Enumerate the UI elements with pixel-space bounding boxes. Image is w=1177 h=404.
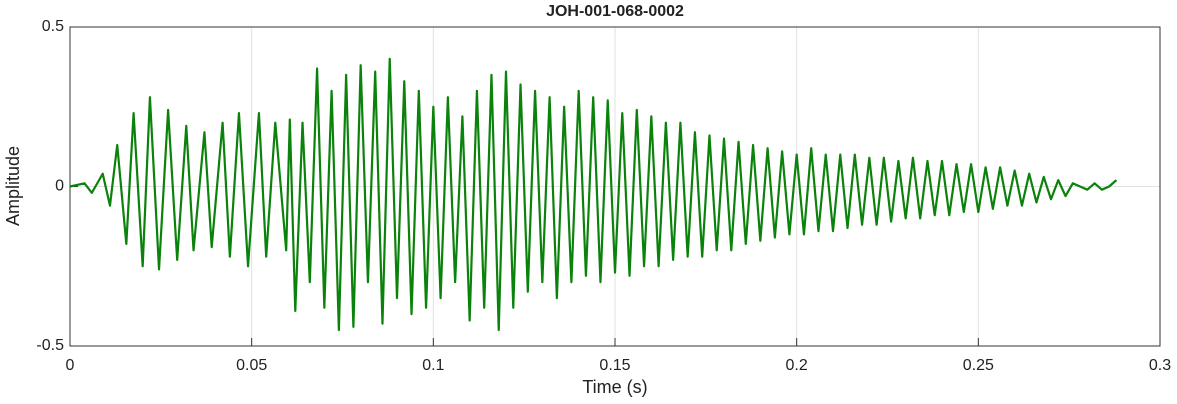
x-axis-label: Time (s) bbox=[582, 377, 647, 397]
x-tick-label: 0 bbox=[66, 357, 75, 374]
x-tick-label: 0.3 bbox=[1149, 357, 1171, 374]
x-tick-label: 0.25 bbox=[963, 357, 994, 374]
chart-title: JOH-001-068-0002 bbox=[546, 3, 684, 20]
x-tick-label: 0.05 bbox=[236, 357, 267, 374]
x-tick-label: 0.15 bbox=[599, 357, 630, 374]
y-axis-label: Amplitude bbox=[3, 146, 23, 226]
y-tick-label: -0.5 bbox=[36, 337, 64, 354]
y-tick-label: 0.5 bbox=[42, 18, 64, 35]
waveform-line bbox=[69, 57, 1118, 332]
y-tick-label: 0 bbox=[55, 178, 64, 195]
x-tick-label: 0.1 bbox=[422, 357, 444, 374]
x-tick-label: 0.2 bbox=[786, 357, 808, 374]
